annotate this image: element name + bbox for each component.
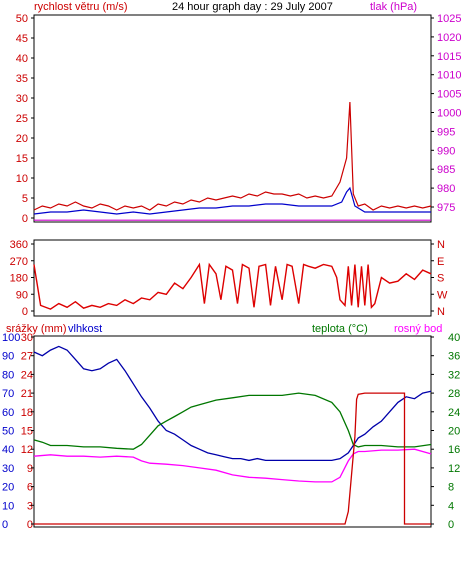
pressure-tick-label: 980 [437, 183, 455, 195]
humidity-tick-label: 80 [2, 369, 14, 381]
temp-tick-label: 16 [448, 444, 460, 456]
rain-tick-label: 3 [27, 500, 33, 512]
temp-tick-label: 28 [448, 388, 460, 400]
rain-tick-label: 6 [27, 482, 33, 494]
wind-tick-label: 20 [16, 133, 28, 145]
pressure-tick-label: 1025 [437, 13, 461, 25]
rain-tick-label: 12 [21, 444, 33, 456]
direction-tick-label: 360 [10, 239, 28, 251]
compass-tick-label: S [437, 273, 444, 285]
direction-tick-label: 0 [22, 306, 28, 318]
humidity-tick-label: 60 [2, 407, 14, 419]
compass-tick-label: N [437, 239, 445, 251]
pressure-axis-label: tlak (hPa) [370, 1, 417, 13]
temp-tick-label: 36 [448, 351, 460, 363]
direction-series-line [33, 262, 432, 310]
temp-tick-label: 20 [448, 426, 460, 438]
rain-axis-label: srážky (mm) [6, 323, 67, 335]
temp-panel-frame [33, 335, 432, 528]
dewpoint-series-line [33, 448, 432, 483]
temp-tick-label: 32 [448, 369, 460, 381]
temperature-series-line [33, 392, 432, 450]
direction-tick-label: 180 [10, 273, 28, 285]
temp-tick-label: 0 [448, 519, 454, 531]
rain-tick-label: 0 [27, 519, 33, 531]
humidity-tick-label: 10 [2, 500, 14, 512]
wind-tick-label: 50 [16, 13, 28, 25]
humidity-tick-label: 0 [2, 519, 8, 531]
humidity-tick-label: 20 [2, 482, 14, 494]
wind-tick-label: 30 [16, 93, 28, 105]
temperature-axis-label: teplota (°C) [312, 323, 368, 335]
rain-tick-label: 21 [21, 388, 33, 400]
wind-tick-label: 40 [16, 53, 28, 65]
pressure-tick-label: 1010 [437, 70, 461, 82]
temp-tick-label: 12 [448, 463, 460, 475]
wind-tick-label: 25 [16, 113, 28, 125]
wind_avg-series-line [33, 186, 431, 215]
temp-tick-label: 8 [448, 482, 454, 494]
rain-tick-label: 30 [21, 332, 33, 344]
pressure-tick-label: 1000 [437, 108, 461, 120]
humidity-tick-label: 90 [2, 351, 14, 363]
wind-panel-frame [33, 14, 432, 223]
rain-tick-label: 9 [27, 463, 33, 475]
chart-title: 24 hour graph day : 29 July 2007 [172, 1, 333, 13]
humidity-tick-label: 100 [2, 332, 20, 344]
wind-tick-label: 10 [16, 173, 28, 185]
temp-tick-label: 40 [448, 332, 460, 344]
compass-tick-label: W [437, 289, 448, 301]
humidity-axis-label: vlhkost [68, 323, 102, 335]
humidity-tick-label: 70 [2, 388, 14, 400]
humidity-tick-label: 30 [2, 463, 14, 475]
wind-speed-axis-label: rychlost větru (m/s) [34, 1, 128, 13]
pressure-tick-label: 985 [437, 164, 455, 176]
wind-tick-label: 35 [16, 73, 28, 85]
wind-tick-label: 0 [22, 213, 28, 225]
dewpoint-axis-label: rosný bod [394, 323, 442, 335]
gust-series-line [33, 101, 432, 211]
pressure-tick-label: 1020 [437, 32, 461, 44]
rain-series-line [34, 392, 431, 525]
pressure-tick-label: 995 [437, 126, 455, 138]
wind-tick-label: 5 [22, 193, 28, 205]
rain-tick-label: 15 [21, 426, 33, 438]
temp-tick-label: 24 [448, 407, 460, 419]
pressure-tick-label: 990 [437, 145, 455, 157]
compass-tick-label: N [437, 306, 445, 318]
pressure-tick-label: 975 [437, 202, 455, 214]
rain-tick-label: 24 [21, 369, 33, 381]
rain-tick-label: 18 [21, 407, 33, 419]
wind-tick-label: 15 [16, 153, 28, 165]
rain-tick-label: 27 [21, 351, 33, 363]
direction-tick-label: 90 [16, 289, 28, 301]
temp-tick-label: 4 [448, 500, 454, 512]
humidity-series-line [33, 345, 432, 462]
humidity-tick-label: 40 [2, 444, 14, 456]
compass-tick-label: E [437, 256, 444, 268]
wind-tick-label: 45 [16, 33, 28, 45]
pressure-tick-label: 1005 [437, 89, 461, 101]
direction-tick-label: 270 [10, 256, 28, 268]
humidity-tick-label: 50 [2, 426, 14, 438]
pressure-tick-label: 1015 [437, 51, 461, 63]
